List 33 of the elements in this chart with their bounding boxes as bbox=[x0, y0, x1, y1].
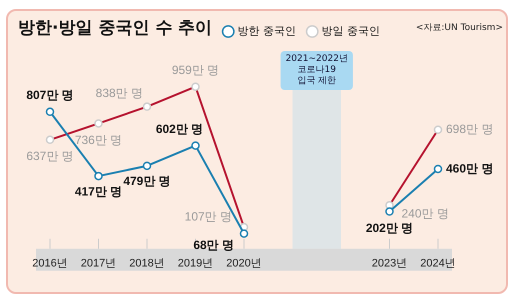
data-label: 602만 명 bbox=[156, 122, 204, 136]
data-label: 202만 명 bbox=[366, 220, 414, 235]
point bbox=[385, 207, 394, 216]
band-label: 2021~2022년 코로나19 입국 제한 bbox=[286, 54, 348, 86]
data-label: 807만 명 bbox=[26, 88, 74, 102]
data-label: 838만 명 bbox=[96, 86, 143, 100]
data-label: 698만 명 bbox=[446, 122, 494, 136]
data-label: 959만 명 bbox=[172, 63, 220, 78]
data-label: 417만 명 bbox=[74, 184, 122, 198]
x-tick-label: 2024년 bbox=[420, 257, 456, 270]
point bbox=[240, 229, 248, 238]
point bbox=[142, 162, 152, 170]
data-label: 107만 명 bbox=[184, 209, 232, 224]
x-tick-label: 2018년 bbox=[129, 257, 165, 270]
x-tick-label: 2023년 bbox=[372, 257, 408, 270]
legend-label: 방한 중국인 bbox=[238, 24, 296, 38]
x-tick-label: 2020년 bbox=[226, 257, 262, 270]
x-tick-label: 2016년 bbox=[32, 257, 68, 270]
point bbox=[434, 164, 442, 174]
x-tick-label: 2017년 bbox=[80, 257, 116, 270]
data-label: 460만 명 bbox=[446, 161, 494, 176]
data-label: 637만 명 bbox=[26, 149, 74, 164]
legend-label: 방일 중국인 bbox=[322, 24, 380, 38]
point bbox=[191, 141, 200, 150]
data-label: 68만 명 bbox=[193, 238, 234, 252]
text: <자료:UN Tourism> bbox=[416, 22, 503, 34]
point bbox=[94, 172, 103, 180]
point bbox=[46, 108, 54, 116]
data-label: 240만 명 bbox=[402, 206, 449, 221]
x-tick-label: 2019년 bbox=[178, 257, 214, 270]
data-label: 479만 명 bbox=[123, 174, 171, 188]
data-label: 736만 명 bbox=[74, 132, 122, 147]
chart-title: 방한·방일 중국인 수 추이 bbox=[18, 16, 212, 38]
